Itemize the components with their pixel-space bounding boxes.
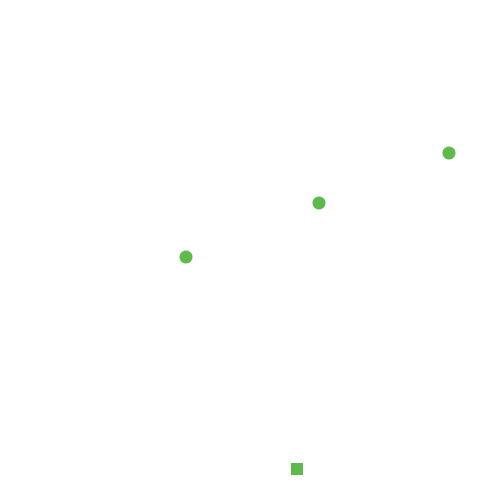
dot xyxy=(179,250,193,264)
dot xyxy=(312,196,326,210)
dot xyxy=(442,146,456,160)
square xyxy=(291,463,303,475)
